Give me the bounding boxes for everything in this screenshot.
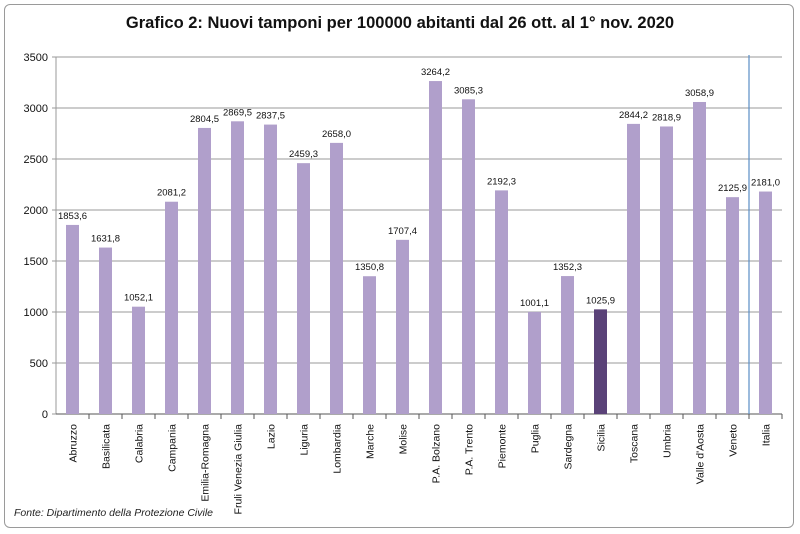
- data-label: 2844,2: [619, 110, 648, 121]
- x-tick-label: Basilicata: [101, 424, 113, 469]
- x-tick-label: Lazio: [266, 424, 278, 449]
- x-tick-label: Piemonte: [497, 424, 509, 469]
- chart-title: Grafico 2: Nuovi tamponi per 100000 abit…: [125, 14, 675, 32]
- y-tick-label: 3500: [24, 52, 48, 64]
- y-tick-label: 1000: [24, 307, 48, 319]
- bar-sardegna: [561, 276, 574, 414]
- x-tick-label: Abruzzo: [68, 424, 80, 463]
- data-label: 2818,9: [652, 112, 681, 123]
- data-label: 1025,9: [586, 295, 615, 306]
- data-label: 1350,8: [355, 262, 384, 273]
- x-tick-label: Emilia-Romagna: [200, 424, 212, 502]
- bar-sicilia: [594, 309, 607, 414]
- bar-calabria: [132, 306, 145, 414]
- data-label: 2869,5: [223, 107, 252, 118]
- bar-marche: [363, 276, 376, 414]
- bar-puglia: [528, 311, 541, 414]
- x-axis-ticks: Abruzzo Basilicata Calabria Campania Emilia-…: [68, 414, 783, 514]
- x-tick-label: Italia: [761, 424, 773, 446]
- x-tick-label: Molise: [398, 424, 410, 455]
- x-tick-label: Fruli Venezia Giulia: [233, 424, 245, 515]
- x-tick-label: Puglia: [530, 424, 542, 453]
- bar-toscana: [627, 123, 640, 414]
- bar-lazio: [264, 124, 277, 414]
- bar-p-a-trento: [462, 99, 475, 414]
- data-label: 3085,3: [454, 85, 483, 96]
- y-tick-label: 500: [30, 358, 48, 370]
- bar-lombardia: [330, 142, 343, 414]
- x-tick-label: Sicilia: [596, 424, 608, 452]
- bar-fruli-venezia-giulia: [231, 121, 244, 414]
- data-label: 1352,3: [553, 262, 582, 273]
- x-tick-label: Umbria: [662, 424, 674, 458]
- source-note: Fonte: Dipartimento della Protezione Civ…: [14, 507, 214, 519]
- data-label: 1631,8: [91, 234, 120, 245]
- x-tick-label: Liguria: [299, 424, 311, 456]
- data-label: 1052,1: [124, 293, 153, 304]
- bar-italia: [759, 191, 772, 414]
- data-label: 3058,9: [685, 88, 714, 99]
- x-tick-label: Campania: [167, 424, 179, 472]
- bars: [66, 81, 772, 415]
- y-tick-label: 3000: [24, 103, 48, 115]
- x-tick-label: Marche: [365, 424, 377, 459]
- x-tick-label: Calabria: [134, 424, 146, 463]
- bar-valle-d-aosta: [693, 101, 706, 415]
- data-label: 2658,0: [322, 129, 351, 140]
- y-tick-label: 1500: [24, 256, 48, 268]
- bar-emilia-romagna: [198, 127, 211, 414]
- y-axis-ticks: 0 500 1000 1500 2000 2500 3000 3500: [24, 52, 48, 421]
- data-label: 3264,2: [421, 67, 450, 78]
- data-labels: 1853,6 1631,8 1052,1 2081,2 2804,5 2869,5 2837…: [58, 67, 780, 309]
- bar-campania: [165, 201, 178, 414]
- data-label: 2459,3: [289, 149, 318, 160]
- x-tick-label: P.A. Bolzano: [431, 424, 443, 484]
- bar-basilicata: [99, 247, 112, 414]
- bar-piemonte: [495, 190, 508, 414]
- bar-veneto: [726, 197, 739, 414]
- data-label: 1707,4: [388, 226, 417, 237]
- x-tick-label: Sardegna: [563, 424, 575, 470]
- bar-p-a-bolzano: [429, 81, 442, 414]
- bar-abruzzo: [66, 224, 79, 414]
- data-label: 1001,1: [520, 298, 549, 309]
- x-tick-label: Lombardia: [332, 424, 344, 474]
- data-label: 2181,0: [751, 178, 780, 189]
- y-tick-label: 0: [42, 409, 48, 421]
- x-tick-label: Valle d'Aosta: [695, 424, 707, 484]
- x-tick-label: P.A. Trento: [464, 424, 476, 475]
- data-label: 1853,6: [58, 211, 87, 222]
- data-label: 2081,2: [157, 188, 186, 199]
- bar-umbria: [660, 126, 673, 414]
- data-label: 2804,5: [190, 114, 219, 125]
- data-label: 2837,5: [256, 111, 285, 122]
- x-tick-label: Toscana: [629, 424, 641, 463]
- data-label: 2125,9: [718, 183, 747, 194]
- data-label: 2192,3: [487, 176, 516, 187]
- y-tick-label: 2500: [24, 154, 48, 166]
- bar-liguria: [297, 163, 310, 414]
- bar-molise: [396, 239, 409, 414]
- x-tick-label: Veneto: [728, 424, 740, 457]
- y-tick-label: 2000: [24, 205, 48, 217]
